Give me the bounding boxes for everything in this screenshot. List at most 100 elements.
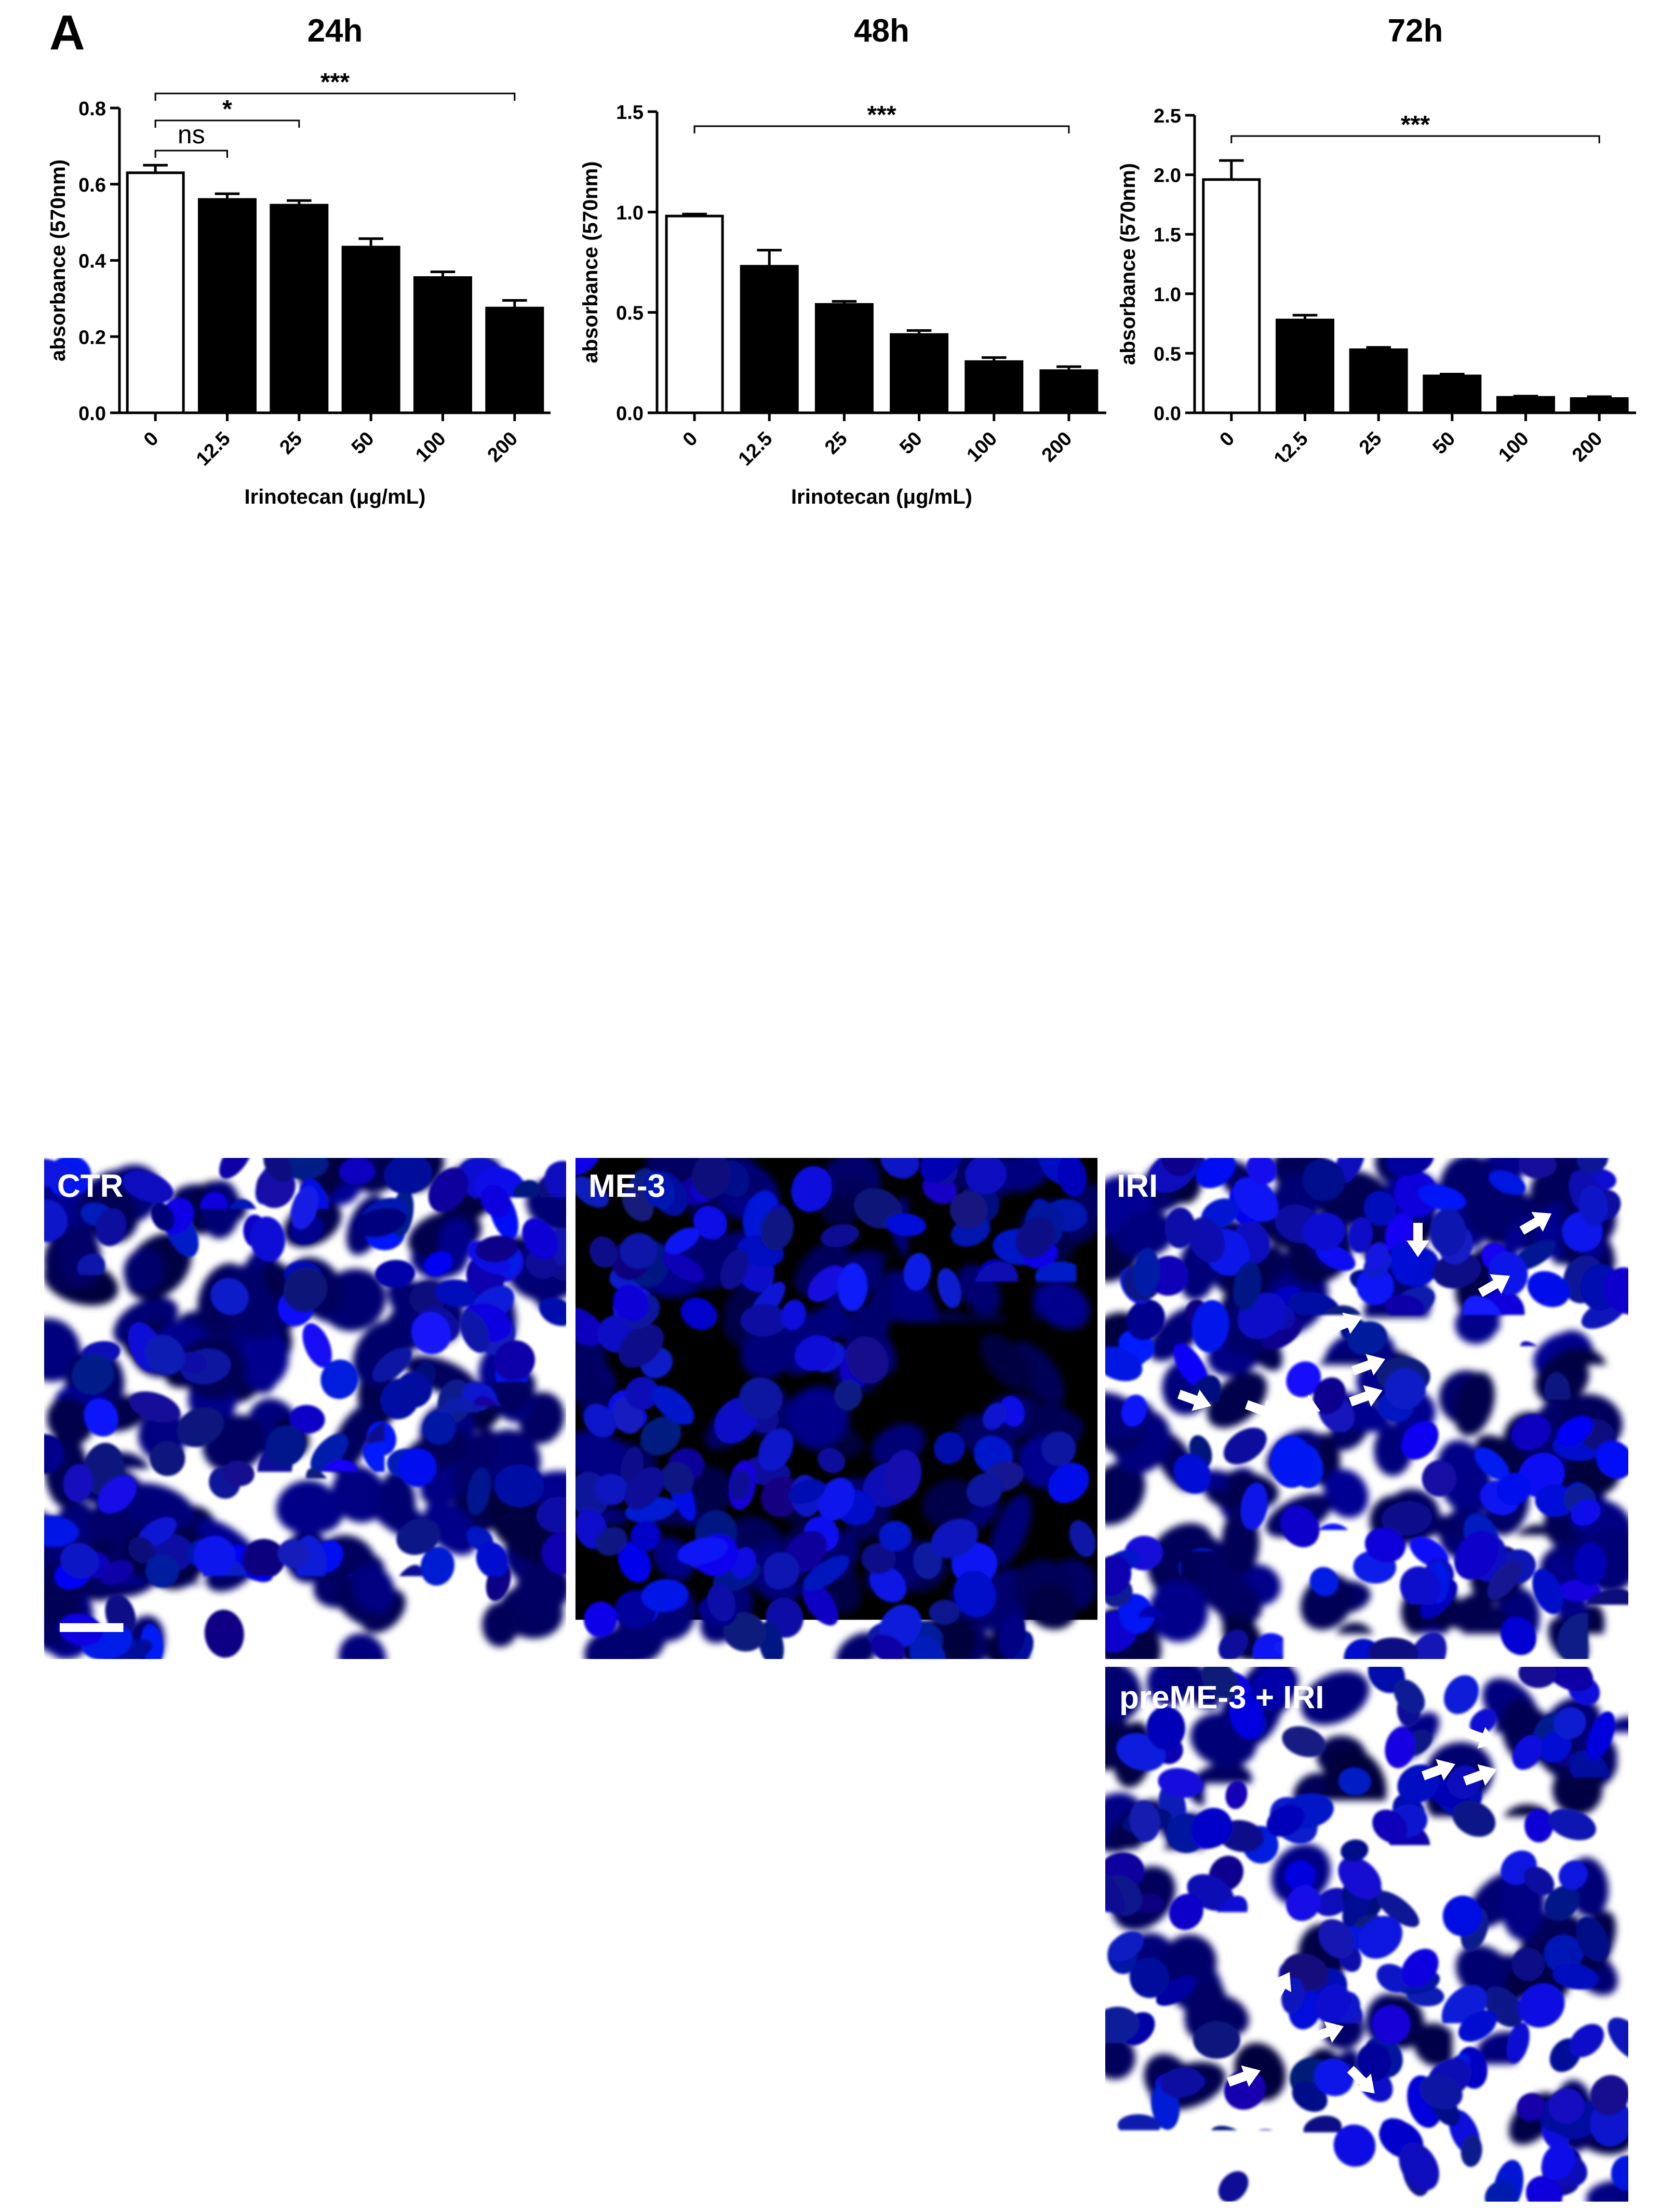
x-tick-label: 100 [411,428,450,467]
significance-label: ns [1327,748,1354,777]
bar-iri [1210,867,1314,939]
y-tick-label: 100 [982,723,1015,745]
x-tick-label: 200 [1038,428,1077,467]
chart-a-24h: 24h0.00.20.40.60.8absorbance (570nm)Irin… [47,13,551,508]
x-tick-label: 25 [276,428,307,459]
x-tick-label: CTR [378,2194,425,2212]
x-tick-label-text: 25 [821,428,852,459]
y-tick-label: 0.2 [78,327,106,348]
x-tick-label-text: 100 [1494,428,1533,467]
y-tick-label: 0 [251,929,262,951]
chart-c-apoptotic: 02468101214161820Mean % of apoptotic cel… [227,1693,976,2212]
bar-ctr [301,686,407,939]
significance-label: ns [498,581,526,610]
y-tick-label: 2.0 [1154,165,1181,187]
x-tick-label-suffix: CFU/mL [446,954,519,1027]
x-tick-label-text: 0 [679,428,702,451]
significance-label: *** [1401,111,1430,139]
x-tick-label-text: 12.5 [734,428,777,470]
x-tick-label: preME-3 + IRI [1321,954,1426,1058]
bar-100 [1498,397,1554,413]
y-axis-label: viable cells number × 104 [212,660,241,908]
chart-a-72h: 72h0.00.51.01.52.02.5absorbance (570nm)I… [1117,13,1636,508]
x-tick-label: CTR [317,954,361,998]
x-tick-label-text: 0 [140,428,163,451]
y-tick-label: 20 [240,826,262,847]
y-tick-label: 12 [280,1881,306,1906]
y-tick-label: 1.0 [1154,284,1181,306]
x-tick-label-text: 200 [1038,428,1077,467]
y-axis-label-text: viable cells number (%) [948,669,971,900]
y-tick-label: 0.8 [78,98,106,120]
x-tick-label: 200 [484,428,523,467]
x-tick-label: ME-3 106 CFU/mL [385,950,519,1084]
y-tick-label: 2.5 [1154,105,1181,127]
bar-25 [1350,350,1407,413]
significance-bracket [1262,779,1418,786]
micrograph-me3: ME-3 [543,1126,1144,1692]
y-axis-label: Mean % of apoptotic cells [227,1788,255,2093]
y-axis-label-text: Mean % of apoptotic cells [227,1788,255,2093]
x-tick-label: IRI [716,2194,745,2212]
x-tick-label-text: 0 [1216,428,1239,451]
x-tick-label-text: 200 [1568,428,1607,467]
nucleus [879,1521,912,1552]
x-tick-label-text: 200 [484,428,523,467]
nucleus [1524,1809,1553,1843]
micrograph-label-iri: IRI [1117,1168,1158,1204]
y-tick-label: 20 [280,1693,306,1718]
micrograph-label-ctr: CTR [57,1168,123,1204]
y-tick-label: 0.5 [616,303,644,325]
bar-me-3 [516,2145,615,2176]
significance-bracket [401,1778,566,1794]
y-tick-label: 8 [293,1975,306,2000]
x-tick-label-text: 12.5 [192,428,235,470]
chart-a-48h: 48h0.00.51.01.5absorbance (570nm)Irinote… [579,13,1106,508]
x-tick-label-text: CTR [317,954,361,998]
significance-bracket [155,151,227,158]
y-axis-label: absorbance (570nm) [579,161,602,363]
x-tick-label-text: ME-3 10 [546,1016,614,1084]
bar-50 [891,334,947,413]
significance-bracket [354,612,669,619]
panel-letter-a: A [49,5,85,60]
bar-0 [666,216,722,413]
x-axis-label: Irinotecan (μg/mL) [1325,485,1506,508]
chart-title: 48h [854,13,909,49]
bar-me-3-10 [459,678,565,939]
micrograph-label-me3: ME-3 [588,1168,665,1204]
significance-label: * [561,2007,571,2034]
bar-100 [966,361,1022,413]
micrograph-ctr: CTR [5,1121,604,1692]
x-tick-label: 25 [821,428,852,459]
x-tick-label: 0 [140,428,163,451]
x-tick-label-text: 100 [963,428,1002,467]
y-tick-label: 0.6 [78,174,106,196]
y-tick-label: 6 [293,2022,306,2047]
bar-preme-3-iri [1366,859,1470,939]
bar-ctr [1054,733,1158,939]
significance-bracket [730,1745,894,1760]
x-tick-label-text: CTR [1069,954,1114,998]
x-tick-label-text: preME-3 + IRI [1321,954,1426,1058]
x-tick-label: 100 [1494,428,1533,467]
x-tick-label: 12.5 [734,428,777,470]
x-tick-label: 200 [1568,428,1607,467]
y-tick-label: 0.0 [78,403,106,425]
bar-ctr [352,2152,451,2176]
bar-200 [1041,371,1097,413]
significance-label: *** [867,101,896,129]
bar-12-5 [1277,320,1333,413]
x-tick-label-text: IRI [1236,954,1269,987]
x-tick-label: preME-3+IRI [828,2194,961,2212]
x-tick-label-text: 50 [895,428,927,459]
nucleus [193,1535,235,1576]
y-tick-label: 1.0 [616,202,644,224]
y-tick-label: 150 [982,619,1015,641]
y-tick-label: 0.0 [1154,403,1181,425]
x-tick-label: IRI [1236,954,1269,987]
y-tick-label: 0 [1004,929,1015,951]
y-tick-label: 60 [240,619,262,641]
y-tick-label: 1.5 [1154,224,1181,246]
y-axis-label: viable cells number (%) [948,669,971,900]
